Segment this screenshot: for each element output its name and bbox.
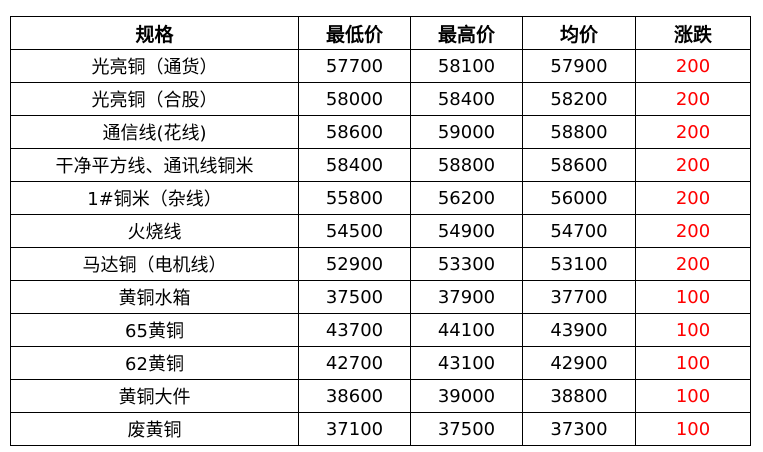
- cell-avg-price: 37700: [522, 280, 636, 314]
- table-row: 65黄铜 43700 44100 43900 100: [10, 313, 751, 347]
- cell-change: 100: [635, 346, 751, 380]
- cell-spec: 光亮铜（合股）: [10, 82, 299, 116]
- cell-max-price: 37500: [410, 412, 523, 446]
- cell-change: 200: [635, 181, 751, 215]
- cell-avg-price: 57900: [522, 49, 636, 83]
- table-row: 62黄铜 42700 43100 42900 100: [10, 346, 751, 380]
- cell-spec: 黄铜大件: [10, 379, 299, 413]
- table-row: 1#铜米（杂线） 55800 56200 56000 200: [10, 181, 751, 215]
- table-row: 通信线(花线) 58600 59000 58800 200: [10, 115, 751, 149]
- header-change: 涨跌: [635, 16, 751, 50]
- price-table: 规格 最低价 最高价 均价 涨跌 光亮铜（通货） 57700 58100 57900 2…: [10, 16, 751, 446]
- cell-avg-price: 37300: [522, 412, 636, 446]
- cell-change: 100: [635, 313, 751, 347]
- cell-spec: 火烧线: [10, 214, 299, 248]
- cell-min-price: 58000: [298, 82, 411, 116]
- cell-spec: 62黄铜: [10, 346, 299, 380]
- cell-max-price: 56200: [410, 181, 523, 215]
- header-avg-price: 均价: [522, 16, 636, 50]
- cell-max-price: 58400: [410, 82, 523, 116]
- cell-max-price: 37900: [410, 280, 523, 314]
- cell-change: 200: [635, 247, 751, 281]
- cell-max-price: 59000: [410, 115, 523, 149]
- cell-spec: 废黄铜: [10, 412, 299, 446]
- cell-min-price: 58600: [298, 115, 411, 149]
- cell-avg-price: 58600: [522, 148, 636, 182]
- cell-change: 200: [635, 115, 751, 149]
- table-row: 火烧线 54500 54900 54700 200: [10, 214, 751, 248]
- cell-change: 200: [635, 148, 751, 182]
- table-row: 干净平方线、通讯线铜米 58400 58800 58600 200: [10, 148, 751, 182]
- cell-min-price: 52900: [298, 247, 411, 281]
- header-min-price: 最低价: [298, 16, 411, 50]
- cell-max-price: 39000: [410, 379, 523, 413]
- cell-max-price: 43100: [410, 346, 523, 380]
- cell-min-price: 54500: [298, 214, 411, 248]
- cell-spec: 通信线(花线): [10, 115, 299, 149]
- cell-spec: 1#铜米（杂线）: [10, 181, 299, 215]
- cell-max-price: 58100: [410, 49, 523, 83]
- cell-avg-price: 58800: [522, 115, 636, 149]
- cell-avg-price: 53100: [522, 247, 636, 281]
- cell-min-price: 42700: [298, 346, 411, 380]
- cell-avg-price: 56000: [522, 181, 636, 215]
- header-spec: 规格: [10, 16, 299, 50]
- cell-max-price: 53300: [410, 247, 523, 281]
- cell-spec: 65黄铜: [10, 313, 299, 347]
- cell-min-price: 55800: [298, 181, 411, 215]
- cell-min-price: 57700: [298, 49, 411, 83]
- table-row: 黄铜大件 38600 39000 38800 100: [10, 379, 751, 413]
- cell-max-price: 58800: [410, 148, 523, 182]
- cell-min-price: 37100: [298, 412, 411, 446]
- cell-avg-price: 38800: [522, 379, 636, 413]
- cell-max-price: 54900: [410, 214, 523, 248]
- table-row: 废黄铜 37100 37500 37300 100: [10, 412, 751, 446]
- cell-min-price: 43700: [298, 313, 411, 347]
- cell-avg-price: 54700: [522, 214, 636, 248]
- header-row: 规格 最低价 最高价 均价 涨跌: [10, 16, 751, 50]
- cell-min-price: 37500: [298, 280, 411, 314]
- table-row: 光亮铜（通货） 57700 58100 57900 200: [10, 49, 751, 83]
- header-max-price: 最高价: [410, 16, 523, 50]
- cell-min-price: 58400: [298, 148, 411, 182]
- table-row: 光亮铜（合股） 58000 58400 58200 200: [10, 82, 751, 116]
- cell-change: 200: [635, 214, 751, 248]
- cell-spec: 光亮铜（通货）: [10, 49, 299, 83]
- table-row: 黄铜水箱 37500 37900 37700 100: [10, 280, 751, 314]
- table-row: 马达铜（电机线） 52900 53300 53100 200: [10, 247, 751, 281]
- cell-max-price: 44100: [410, 313, 523, 347]
- cell-change: 200: [635, 49, 751, 83]
- cell-change: 200: [635, 82, 751, 116]
- cell-change: 100: [635, 280, 751, 314]
- cell-avg-price: 58200: [522, 82, 636, 116]
- cell-spec: 黄铜水箱: [10, 280, 299, 314]
- cell-avg-price: 43900: [522, 313, 636, 347]
- cell-spec: 干净平方线、通讯线铜米: [10, 148, 299, 182]
- cell-spec: 马达铜（电机线）: [10, 247, 299, 281]
- cell-min-price: 38600: [298, 379, 411, 413]
- cell-change: 100: [635, 379, 751, 413]
- cell-avg-price: 42900: [522, 346, 636, 380]
- cell-change: 100: [635, 412, 751, 446]
